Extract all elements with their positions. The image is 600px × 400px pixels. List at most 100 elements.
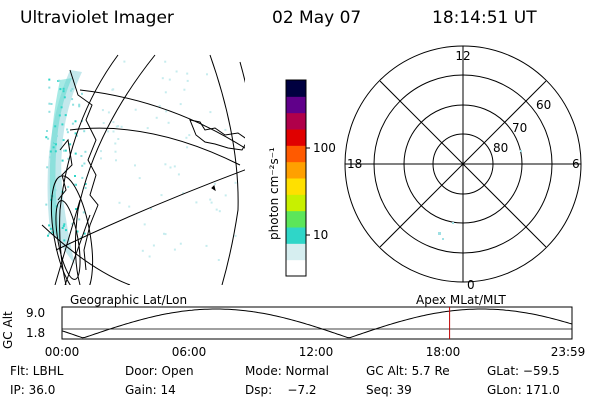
speckle xyxy=(75,134,78,137)
speckle xyxy=(84,150,87,153)
speckle xyxy=(74,132,77,135)
orbit-plot-frame xyxy=(61,306,573,340)
altitude-curve xyxy=(61,308,573,339)
polar-diagonal-2 xyxy=(379,80,547,248)
polar-label-6: 6 xyxy=(572,157,580,171)
speckle xyxy=(182,192,185,195)
speckle xyxy=(138,177,141,180)
speckle xyxy=(167,121,170,124)
speckle xyxy=(62,139,65,142)
speckle xyxy=(164,91,167,94)
speckle xyxy=(55,143,57,146)
speckle xyxy=(107,111,110,114)
speckle xyxy=(210,201,213,204)
speckle xyxy=(84,187,87,189)
dsp-info: Dsp: −7.2 xyxy=(245,383,317,397)
speckle xyxy=(214,182,216,185)
speckle xyxy=(123,60,126,63)
polar-label-0: 0 xyxy=(467,278,475,292)
colorbar-band xyxy=(286,145,306,163)
speckle xyxy=(63,149,65,152)
speckle xyxy=(63,96,66,99)
speckle xyxy=(51,231,54,234)
speckle xyxy=(120,125,123,128)
speckle xyxy=(83,162,86,165)
speckle xyxy=(46,130,48,132)
speckle xyxy=(45,203,48,206)
speckle xyxy=(112,121,115,124)
glat-info: GLat: −59.5 xyxy=(487,364,560,378)
speckle xyxy=(64,85,67,88)
speckle xyxy=(65,229,67,232)
orbit-xtick-4: 23:59 xyxy=(550,345,586,359)
speckle xyxy=(66,128,69,131)
speckle xyxy=(179,242,182,245)
speckle xyxy=(74,120,77,123)
speckle xyxy=(186,79,189,82)
speckle xyxy=(173,248,176,251)
colorbar-tick-label-100: 100 xyxy=(313,141,336,155)
speckle xyxy=(165,110,168,113)
speckle xyxy=(164,163,167,166)
orbit-xtick-1: 06:00 xyxy=(171,345,207,359)
speckle xyxy=(188,134,191,137)
speckle xyxy=(218,210,221,213)
speckle xyxy=(60,106,63,109)
speckle xyxy=(173,165,176,168)
speckle xyxy=(146,127,149,130)
orbit-xtick-3: 18:00 xyxy=(425,345,461,359)
speckle xyxy=(101,109,104,112)
speckle xyxy=(58,114,61,117)
speckle xyxy=(61,159,64,162)
speckle xyxy=(71,88,74,90)
speckle xyxy=(64,149,67,152)
speckle xyxy=(148,255,151,258)
speckle xyxy=(71,222,74,225)
orbit-ytick-high: 9.0 xyxy=(26,306,46,320)
speckle xyxy=(75,208,77,210)
speckle xyxy=(62,225,65,227)
speckle xyxy=(71,122,74,125)
speckle xyxy=(48,224,51,227)
speckle xyxy=(117,125,120,128)
colorbar-band xyxy=(286,210,306,228)
instrument-title: Ultraviolet Imager xyxy=(20,8,174,28)
speckle xyxy=(114,142,117,145)
speckle xyxy=(134,164,136,167)
speckle xyxy=(168,78,171,81)
polar-label-18: 18 xyxy=(347,157,363,171)
speckle xyxy=(161,77,164,80)
speckle xyxy=(141,249,144,252)
filter-info: Flt: LBHL xyxy=(10,364,64,378)
speckle xyxy=(54,189,57,192)
colorbar-band xyxy=(286,112,306,130)
speckle xyxy=(164,60,167,63)
speckle xyxy=(215,208,218,211)
speckle xyxy=(71,98,74,101)
speckle xyxy=(64,114,67,117)
speckle xyxy=(195,201,198,204)
speckle xyxy=(67,157,70,160)
colorbar-band xyxy=(286,227,306,244)
speckle xyxy=(152,244,155,247)
speckle xyxy=(234,234,237,237)
speckle xyxy=(73,183,76,186)
speckle xyxy=(117,138,120,140)
lat-lon-grid xyxy=(41,54,245,285)
speckle xyxy=(115,125,118,128)
speckle xyxy=(143,223,146,226)
glon-info: GLon: 171.0 xyxy=(487,383,560,397)
date-label: 02 May 07 xyxy=(272,8,362,28)
speckle xyxy=(169,166,172,169)
colorbar-band xyxy=(286,129,306,146)
speckle xyxy=(224,128,227,131)
speckle xyxy=(50,198,53,201)
colorbar-tick-label-10: 10 xyxy=(313,228,329,242)
speckle xyxy=(217,259,220,261)
speckle xyxy=(76,230,79,233)
ip-info: IP: 36.0 xyxy=(10,383,56,397)
speckle xyxy=(70,89,72,92)
speckle xyxy=(134,108,137,111)
speckle xyxy=(47,234,49,237)
